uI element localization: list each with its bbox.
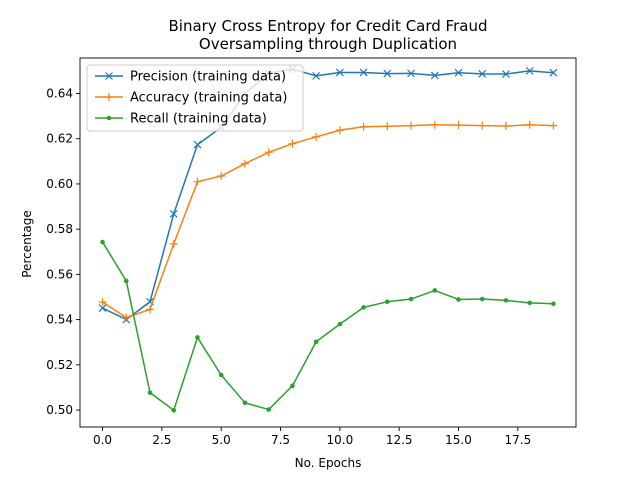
data-point bbox=[359, 122, 368, 131]
data-point bbox=[527, 300, 533, 306]
data-point bbox=[432, 288, 438, 293]
data-point bbox=[478, 69, 487, 78]
data-point bbox=[549, 68, 558, 77]
data-point bbox=[456, 297, 461, 302]
y-tick-label: 0.60 bbox=[46, 177, 73, 191]
data-point bbox=[171, 407, 177, 413]
data-point bbox=[122, 313, 131, 322]
legend-marker bbox=[105, 72, 113, 80]
data-point bbox=[218, 372, 224, 378]
data-point bbox=[193, 140, 202, 149]
data-point bbox=[408, 296, 414, 302]
data-point bbox=[217, 172, 226, 181]
plot-area: 0.0 2.5 5.0 7.5 10.0 12.5 15.0 17.5 0.50 0.52 0.54… bbox=[46, 57, 577, 447]
data-point bbox=[549, 121, 558, 130]
data-point bbox=[501, 122, 510, 131]
x-tick-label: 0.0 bbox=[93, 433, 112, 447]
data-point bbox=[312, 132, 321, 141]
y-tick-label: 0.54 bbox=[46, 313, 73, 327]
x-tick-label: 5.0 bbox=[212, 433, 231, 447]
plot-frame bbox=[79, 57, 577, 428]
data-point bbox=[169, 209, 178, 218]
x-tick-label: 7.5 bbox=[271, 433, 290, 447]
y-tick-label: 0.56 bbox=[46, 267, 73, 281]
y-tick-label: 0.50 bbox=[46, 403, 73, 417]
data-point bbox=[385, 299, 390, 305]
data-point bbox=[98, 297, 107, 306]
series-2 bbox=[98, 120, 558, 322]
data-point bbox=[525, 120, 534, 129]
data-point bbox=[479, 296, 485, 302]
x-axis-label: No. Epochs bbox=[295, 456, 362, 470]
data-point bbox=[454, 121, 463, 130]
legend-label: Recall (training data) bbox=[130, 112, 267, 127]
data-point bbox=[478, 121, 487, 130]
data-point bbox=[195, 335, 200, 340]
legend-box bbox=[86, 64, 304, 132]
data-point bbox=[123, 278, 129, 284]
series-line bbox=[102, 123, 554, 319]
series-line bbox=[102, 68, 554, 321]
data-point bbox=[383, 69, 392, 78]
x-tick-label: 17.5 bbox=[504, 433, 531, 447]
x-tick-label: 10.0 bbox=[327, 433, 354, 447]
data-point bbox=[383, 122, 392, 131]
data-point bbox=[240, 159, 249, 168]
legend-item: Recall (training data) bbox=[95, 112, 267, 127]
chart-title: Binary Cross Entropy for Credit Card Fra… bbox=[169, 17, 488, 35]
data-point bbox=[100, 239, 105, 245]
legend-label: Accuracy (training data) bbox=[130, 91, 287, 106]
data-point bbox=[193, 177, 202, 186]
data-point bbox=[169, 239, 178, 248]
series-line bbox=[101, 241, 554, 412]
data-point bbox=[361, 305, 366, 310]
legend-item: Precision (training data) bbox=[95, 70, 286, 85]
data-point bbox=[430, 120, 439, 129]
data-point bbox=[98, 304, 107, 312]
data-point bbox=[312, 71, 321, 80]
data-point bbox=[430, 71, 439, 80]
data-point bbox=[525, 66, 534, 75]
data-point bbox=[264, 148, 273, 157]
data-point bbox=[146, 305, 155, 314]
data-point bbox=[335, 126, 344, 135]
y-tick-label: 0.52 bbox=[46, 358, 73, 372]
data-point bbox=[407, 121, 416, 130]
series-3 bbox=[100, 239, 556, 413]
x-tick-label: 12.5 bbox=[386, 433, 413, 447]
chart-subtitle: Oversampling through Duplication bbox=[199, 35, 457, 53]
data-point bbox=[337, 321, 343, 327]
y-axis-label: Percentage bbox=[20, 210, 34, 278]
y-tick-label: 0.58 bbox=[46, 222, 73, 236]
data-point bbox=[266, 407, 271, 412]
legend-label: Precision (training data) bbox=[130, 70, 286, 85]
data-point bbox=[313, 339, 319, 345]
data-point bbox=[335, 68, 344, 77]
legend: Precision (training data) Accuracy (train… bbox=[86, 64, 304, 132]
legend-item: Accuracy (training data) bbox=[95, 91, 287, 106]
data-point bbox=[242, 400, 248, 406]
data-point bbox=[407, 69, 415, 78]
y-tick-label: 0.62 bbox=[46, 132, 73, 146]
data-point bbox=[503, 298, 509, 303]
data-point bbox=[359, 68, 368, 77]
legend-marker bbox=[106, 115, 112, 121]
x-tick-label: 15.0 bbox=[445, 433, 472, 447]
y-tick-label: 0.64 bbox=[46, 86, 73, 100]
legend-marker bbox=[105, 93, 113, 101]
data-point bbox=[290, 383, 295, 389]
data-point bbox=[551, 301, 556, 307]
data-point bbox=[502, 70, 510, 78]
data-point bbox=[288, 139, 297, 148]
data-point bbox=[454, 68, 463, 77]
x-tick-label: 2.5 bbox=[152, 433, 171, 447]
data-point bbox=[147, 390, 153, 395]
